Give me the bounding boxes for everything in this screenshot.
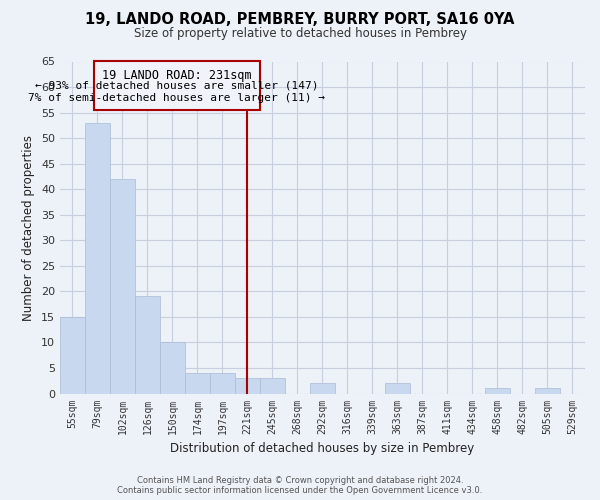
- Text: Size of property relative to detached houses in Pembrey: Size of property relative to detached ho…: [133, 28, 467, 40]
- Bar: [260, 378, 285, 394]
- Text: Contains HM Land Registry data © Crown copyright and database right 2024.
Contai: Contains HM Land Registry data © Crown c…: [118, 476, 482, 495]
- FancyBboxPatch shape: [94, 62, 260, 110]
- Bar: [210, 373, 235, 394]
- Text: 19 LANDO ROAD: 231sqm: 19 LANDO ROAD: 231sqm: [102, 69, 251, 82]
- Bar: [385, 384, 410, 394]
- Bar: [135, 296, 160, 394]
- Text: 19, LANDO ROAD, PEMBREY, BURRY PORT, SA16 0YA: 19, LANDO ROAD, PEMBREY, BURRY PORT, SA1…: [85, 12, 515, 28]
- X-axis label: Distribution of detached houses by size in Pembrey: Distribution of detached houses by size …: [170, 442, 475, 455]
- Bar: [310, 384, 335, 394]
- Y-axis label: Number of detached properties: Number of detached properties: [22, 134, 35, 320]
- Bar: [235, 378, 260, 394]
- Bar: [485, 388, 510, 394]
- Bar: [110, 179, 135, 394]
- Bar: [60, 317, 85, 394]
- Text: ← 93% of detached houses are smaller (147): ← 93% of detached houses are smaller (14…: [35, 81, 319, 91]
- Bar: [85, 123, 110, 394]
- Bar: [160, 342, 185, 394]
- Bar: [185, 373, 210, 394]
- Bar: [535, 388, 560, 394]
- Text: 7% of semi-detached houses are larger (11) →: 7% of semi-detached houses are larger (1…: [28, 93, 325, 103]
